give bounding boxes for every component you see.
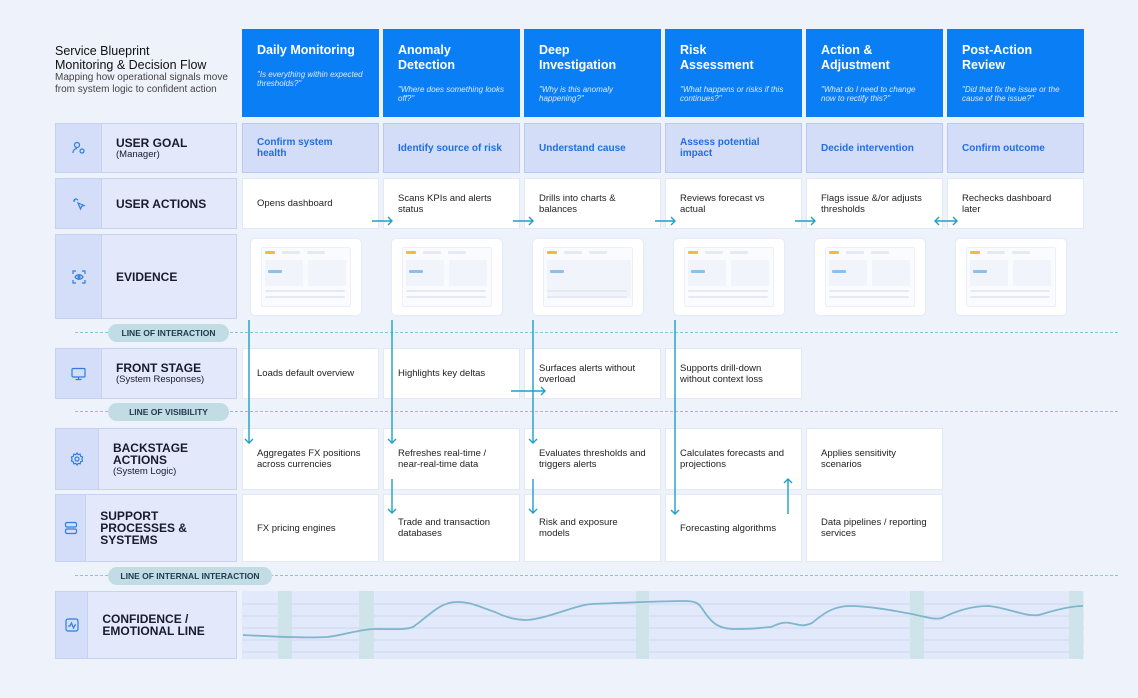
user-goal-cell: Identify source of risk: [383, 123, 520, 173]
support-cell: Trade and transaction databases: [383, 494, 520, 562]
stage-header: Post-Action Review "Did that fix the issu…: [947, 29, 1084, 117]
arrowhead-icon: [244, 438, 254, 444]
arrowhead-icon: [387, 216, 393, 226]
dashboard-screenshot-thumbnail[interactable]: [815, 239, 925, 315]
arrowhead-icon: [528, 438, 538, 444]
dashboard-screenshot-thumbnail[interactable]: [533, 239, 643, 315]
dashboard-screenshot-thumbnail[interactable]: [674, 239, 784, 315]
user-actions-cell: Drills into charts & balances: [524, 178, 661, 229]
monitor-icon: [56, 349, 102, 398]
confidence-chart: [242, 591, 1084, 659]
support-cell: Data pipelines / reporting services: [806, 494, 943, 562]
line-of-visibility-label: LINE OF VISIBILITY: [108, 403, 229, 421]
arrowhead-icon: [387, 508, 397, 514]
front-stage-cell: Supports drill-down without context loss: [665, 348, 802, 399]
highlight-band: [1069, 591, 1083, 659]
arrowhead-icon: [528, 216, 534, 226]
highlight-band: [278, 591, 292, 659]
page-subtitle: Mapping how operational signals move fro…: [55, 72, 228, 95]
arrowhead-icon: [528, 508, 538, 514]
arrowhead-icon: [540, 386, 546, 396]
backstage-cell: Aggregates FX positions across currencie…: [242, 428, 379, 490]
user-goal-cell: Assess potential impact: [665, 123, 802, 173]
server-icon: [56, 495, 87, 561]
stage-header: Anomaly Detection "Where does something l…: [383, 29, 520, 117]
line-of-internal-interaction-label: LINE OF INTERNAL INTERACTION: [108, 567, 272, 585]
line-of-internal-interaction: [75, 575, 1118, 576]
user-goal-cell: Confirm outcome: [947, 123, 1084, 173]
dashboard-screenshot-thumbnail[interactable]: [392, 239, 502, 315]
highlight-band: [910, 591, 924, 659]
pulse-icon: [56, 592, 89, 658]
stage-header: Deep Investigation "Why is this anomaly h…: [524, 29, 661, 117]
row-label-evidence: EVIDENCE: [55, 234, 237, 319]
arrowhead-icon: [670, 216, 676, 226]
line-of-interaction: [75, 332, 1118, 333]
row-label-confidence: CONFIDENCE / EMOTIONAL LINE: [55, 591, 237, 659]
stage-header: Daily Monitoring "Is everything within ex…: [242, 29, 379, 117]
front-stage-cell: Loads default overview: [242, 348, 379, 399]
user-actions-cell: Opens dashboard: [242, 178, 379, 229]
arrowhead-icon: [810, 216, 816, 226]
row-label-user-goal: USER GOAL (Manager): [55, 123, 237, 173]
arrowhead-icon: [670, 509, 680, 515]
eye-scan-icon: [56, 235, 102, 318]
user-goal-cell: Understand cause: [524, 123, 661, 173]
backstage-cell: Calculates forecasts and projections: [665, 428, 802, 490]
row-label-front-stage: FRONT STAGE (System Responses): [55, 348, 237, 399]
user-goal-cell: Confirm system health: [242, 123, 379, 173]
arrowhead-icon: [934, 216, 940, 226]
line-of-visibility: [75, 411, 1118, 412]
arrowhead-icon: [952, 216, 958, 226]
user-actions-cell: Flags issue &/or adjusts thresholds: [806, 178, 943, 229]
gear-icon: [56, 429, 99, 489]
user-actions-cell: Reviews forecast vs actual: [665, 178, 802, 229]
backstage-cell: Applies sensitivity scenarios: [806, 428, 943, 490]
stage-header: Risk Assessment "What happens or risks if…: [665, 29, 802, 117]
backstage-cell: Evaluates thresholds and triggers alerts: [524, 428, 661, 490]
user-icon: [56, 124, 102, 172]
stage-header: Action & Adjustment "What do I need to ch…: [806, 29, 943, 117]
support-cell: Risk and exposure models: [524, 494, 661, 562]
user-actions-cell: Scans KPIs and alerts status: [383, 178, 520, 229]
row-label-backstage: BACKSTAGE ACTIONS (System Logic): [55, 428, 237, 490]
arrowhead-icon: [387, 438, 397, 444]
backstage-cell: Refreshes real-time / near-real-time dat…: [383, 428, 520, 490]
page-title: Service Blueprint Monitoring & Decision F…: [55, 44, 207, 72]
support-cell: Forecasting algorithms: [665, 494, 802, 562]
confidence-line: [242, 600, 1084, 639]
highlight-band: [359, 591, 374, 659]
row-label-user-actions: USER ACTIONS: [55, 178, 237, 229]
highlight-band: [636, 591, 649, 659]
user-goal-cell: Decide intervention: [806, 123, 943, 173]
support-cell: FX pricing engines: [242, 494, 379, 562]
dashboard-screenshot-thumbnail[interactable]: [956, 239, 1066, 315]
front-stage-cell: Surfaces alerts without overload: [524, 348, 661, 399]
row-label-support: SUPPORT PROCESSES & SYSTEMS: [55, 494, 237, 562]
click-icon: [56, 179, 102, 228]
arrowhead-icon: [783, 478, 793, 484]
line-of-interaction-label: LINE OF INTERACTION: [108, 324, 229, 342]
front-stage-cell: Highlights key deltas: [383, 348, 520, 399]
user-actions-cell: Rechecks dashboard later: [947, 178, 1084, 229]
dashboard-screenshot-thumbnail[interactable]: [251, 239, 361, 315]
